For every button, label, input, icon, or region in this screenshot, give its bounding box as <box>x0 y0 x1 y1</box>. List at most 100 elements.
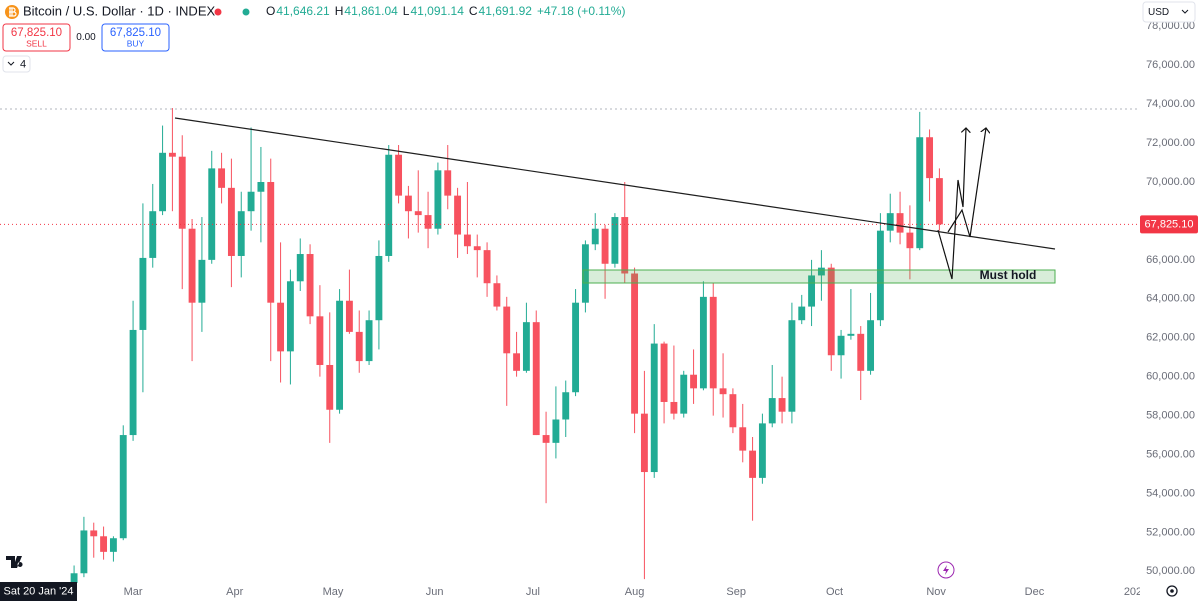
candle-body <box>827 267 835 356</box>
projection-arrow <box>937 128 966 280</box>
currency-select[interactable] <box>1142 1 1196 23</box>
x-tick-label: May <box>323 586 344 598</box>
candle-body <box>709 296 717 389</box>
candle-body <box>483 250 491 284</box>
ohlc-label: H <box>335 4 344 18</box>
crosshair-tag <box>0 582 77 601</box>
candle-body <box>277 302 285 352</box>
y-tick-label: 66,000.00 <box>1146 254 1195 266</box>
candle-body <box>847 333 855 336</box>
y-tick-label: 56,000.00 <box>1146 448 1195 460</box>
candle-body <box>562 392 570 420</box>
crosshair-label: Sat 20 Jan '24 <box>4 585 74 597</box>
sell-price: 67,825.10 <box>11 27 62 39</box>
candle-body <box>621 217 629 274</box>
candle-body <box>837 335 845 356</box>
y-tick-label: 52,000.00 <box>1146 526 1195 538</box>
ohlc-value: 41,646.21 <box>276 4 330 18</box>
candle-body <box>237 211 245 256</box>
candle-body <box>798 306 806 321</box>
candle-body <box>306 254 314 317</box>
candle-body <box>631 273 639 414</box>
candle-body <box>739 427 747 451</box>
candle-body <box>208 168 216 260</box>
y-tick-label: 72,000.00 <box>1146 137 1195 149</box>
candle-body <box>345 300 353 332</box>
candle-body <box>168 152 176 157</box>
candle-body <box>886 213 894 231</box>
candle-body <box>159 152 167 212</box>
y-tick-label: 78,000.00 <box>1146 20 1195 32</box>
candle-body <box>434 170 442 229</box>
settings-dot <box>1170 589 1174 593</box>
ohlc-values: O 41,646.21 H 41,861.04 L 41,091.14 C 41,691.92… <box>266 4 625 18</box>
ohlc-label: O <box>266 4 275 18</box>
candle-body <box>817 267 825 276</box>
candle-body <box>581 244 589 303</box>
x-tick-label: Sep <box>726 586 746 598</box>
drawings: Must hold <box>0 108 1140 284</box>
ohlc-label: C <box>469 4 478 18</box>
candle-body <box>867 320 875 371</box>
candle-body <box>611 217 619 264</box>
status-dot <box>214 8 222 16</box>
candle-body <box>414 211 422 216</box>
candle-body <box>247 191 255 212</box>
sell-button[interactable] <box>2 23 71 52</box>
symbol-title: Bitcoin / U.S. Dollar · 1D · INDEX <box>23 3 215 18</box>
candle-body <box>690 374 698 389</box>
y-tick-label: 54,000.00 <box>1146 487 1195 499</box>
currency: USD <box>1148 7 1169 18</box>
candle-body <box>601 228 609 264</box>
buy-button[interactable] <box>101 23 170 52</box>
candle-body <box>80 530 88 574</box>
candle-body <box>503 306 511 354</box>
candle-body <box>336 300 344 410</box>
x-tick-label: Nov <box>926 586 946 598</box>
candle-body <box>296 254 304 282</box>
change: +47.18 (+0.11%) <box>537 4 626 18</box>
candle-body <box>522 322 530 371</box>
annotation: Must hold <box>980 268 1037 282</box>
candle-body <box>404 195 412 212</box>
candle-body <box>493 283 501 307</box>
candle-body <box>188 228 196 303</box>
candle-body <box>876 230 884 321</box>
header: Bitcoin / U.S. Dollar · 1D · INDEX O 41,6… <box>2 3 625 73</box>
candle-body <box>729 394 737 428</box>
candle-body <box>916 137 924 249</box>
candle-body <box>286 281 294 352</box>
candle-body <box>926 137 934 179</box>
y-tick-label: 74,000.00 <box>1146 98 1195 110</box>
candle-body <box>129 329 137 436</box>
y-tick-label: 76,000.00 <box>1146 59 1195 71</box>
candle-body <box>699 296 707 389</box>
buy-label: BUY <box>127 38 145 48</box>
candle-body <box>660 343 668 402</box>
logo-shape <box>6 556 23 568</box>
candle-body <box>572 302 580 393</box>
candle-body <box>758 423 766 478</box>
x-tick-label: Jun <box>426 586 444 598</box>
candle-body <box>513 353 521 371</box>
settings-icon[interactable] <box>1166 585 1178 597</box>
ohlc-label: L <box>403 4 410 18</box>
candle-body <box>591 228 599 245</box>
y-tick-label: 64,000.00 <box>1146 293 1195 305</box>
candle-body <box>109 538 117 552</box>
ohlc-value: 41,091.14 <box>410 4 464 18</box>
controls: USD <box>6 1 1196 597</box>
candle-body <box>100 536 108 552</box>
x-tick-label: Jul <box>526 586 540 598</box>
y-tick-label: 62,000.00 <box>1146 332 1195 344</box>
price-axis <box>1140 0 1200 607</box>
candle-body <box>906 232 914 249</box>
candle-body <box>788 320 796 412</box>
indicators-toggle[interactable] <box>2 55 31 73</box>
candle-body <box>935 178 943 225</box>
candle-body <box>650 343 658 473</box>
